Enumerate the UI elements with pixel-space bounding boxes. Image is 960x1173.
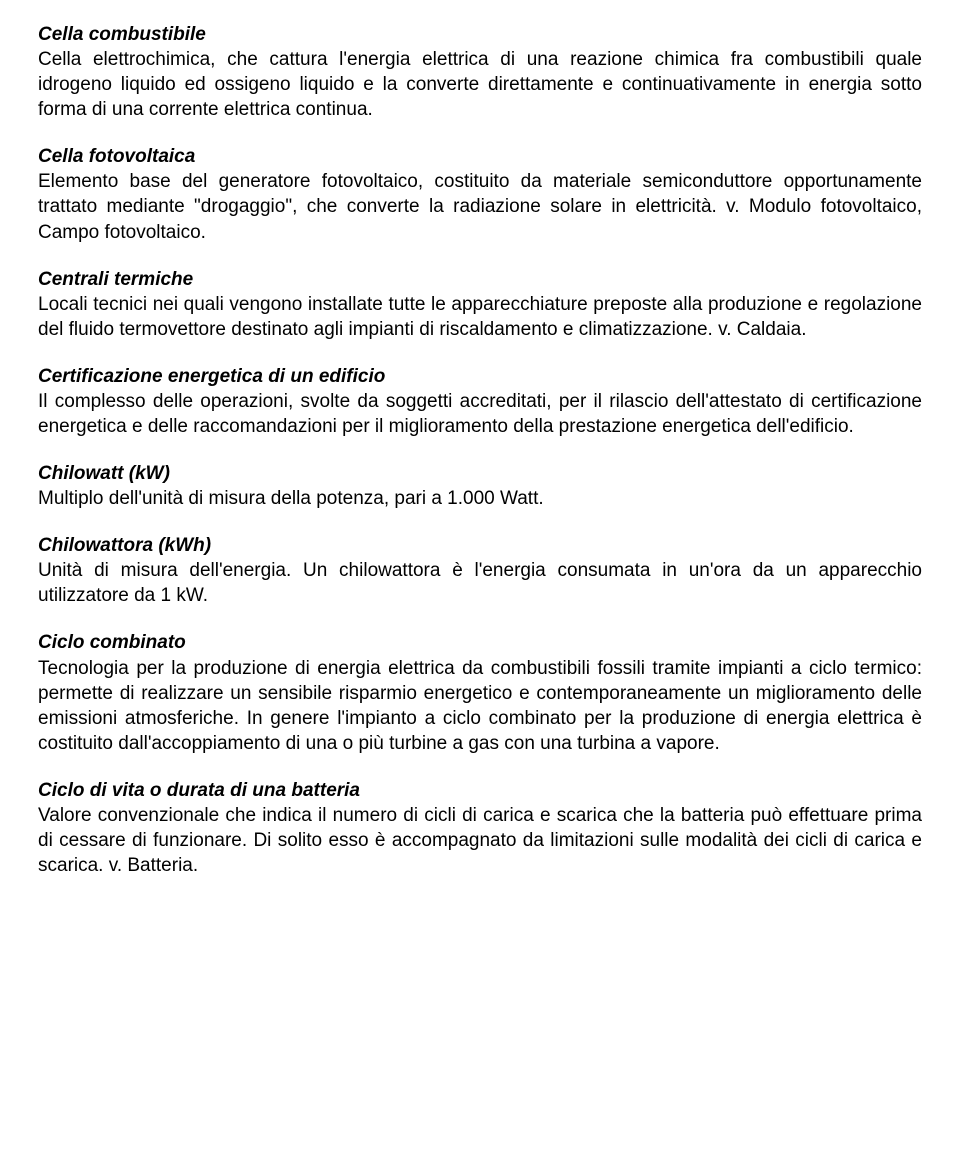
term-title: Ciclo di vita o durata di una batteria — [38, 778, 922, 803]
term-title: Certificazione energetica di un edificio — [38, 364, 922, 389]
term-title: Cella combustibile — [38, 22, 922, 47]
term-title: Cella fotovoltaica — [38, 144, 922, 169]
glossary-entry: Ciclo combinato Tecnologia per la produz… — [38, 630, 922, 755]
term-title: Chilowatt (kW) — [38, 461, 922, 486]
term-definition: Locali tecnici nei quali vengono install… — [38, 292, 922, 342]
glossary-list: Cella combustibile Cella elettrochimica,… — [38, 22, 922, 878]
term-definition: Valore convenzionale che indica il numer… — [38, 803, 922, 878]
glossary-entry: Certificazione energetica di un edificio… — [38, 364, 922, 439]
glossary-entry: Ciclo di vita o durata di una batteria V… — [38, 778, 922, 878]
glossary-entry: Centrali termiche Locali tecnici nei qua… — [38, 267, 922, 342]
glossary-entry: Cella combustibile Cella elettrochimica,… — [38, 22, 922, 122]
term-definition: Unità di misura dell'energia. Un chilowa… — [38, 558, 922, 608]
glossary-entry: Chilowatt (kW) Multiplo dell'unità di mi… — [38, 461, 922, 511]
term-title: Chilowattora (kWh) — [38, 533, 922, 558]
term-title: Centrali termiche — [38, 267, 922, 292]
term-definition: Il complesso delle operazioni, svolte da… — [38, 389, 922, 439]
term-title: Ciclo combinato — [38, 630, 922, 655]
term-definition: Multiplo dell'unità di misura della pote… — [38, 486, 922, 511]
term-definition: Elemento base del generatore fotovoltaic… — [38, 169, 922, 244]
glossary-entry: Cella fotovoltaica Elemento base del gen… — [38, 144, 922, 244]
term-definition: Cella elettrochimica, che cattura l'ener… — [38, 47, 922, 122]
glossary-entry: Chilowattora (kWh) Unità di misura dell'… — [38, 533, 922, 608]
term-definition: Tecnologia per la produzione di energia … — [38, 656, 922, 756]
